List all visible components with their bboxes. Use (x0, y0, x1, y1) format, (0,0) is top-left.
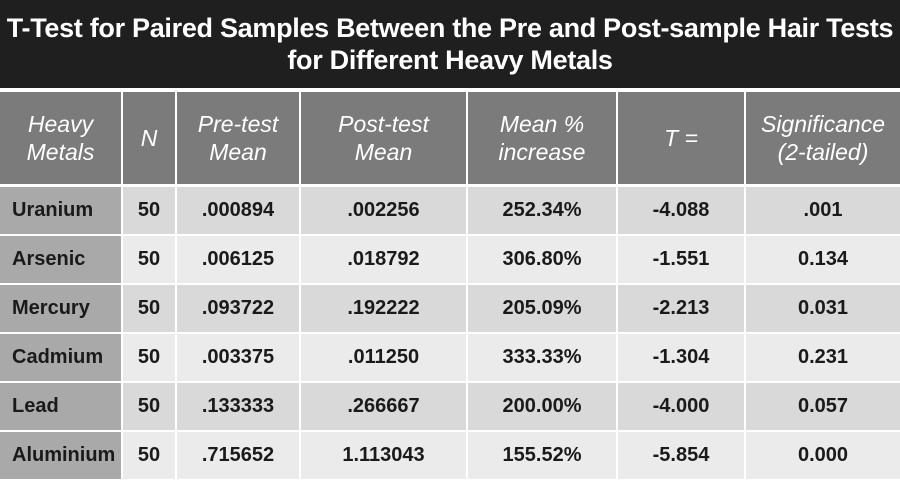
mean-increase-cell: 333.33% (467, 333, 618, 383)
significance-cell: .001 (745, 185, 900, 236)
header-row: Heavy Metals N Pre-test Mean Post-test Mean… (0, 88, 900, 187)
table-row: Uranium 50.000894.002256 252.34% -4.088.001 (0, 185, 900, 236)
significance-cell: 0.231 (745, 333, 900, 383)
pre-test-mean-cell: .715652 (176, 431, 301, 481)
post-test-mean-cell: .018792 (300, 235, 468, 285)
n-cell: 50 (122, 185, 177, 236)
mean-increase-cell: 200.00% (467, 382, 618, 432)
table-row: Lead 50.133333.266667 200.00% -4.000 0.057 (0, 382, 900, 432)
t-value-cell: -5.854 (617, 431, 746, 481)
mean-increase-cell: 306.80% (467, 235, 618, 285)
n-cell: 50 (122, 382, 177, 432)
table-row: Arsenic 50.006125.018792 306.80% -1.551 0.13… (0, 235, 900, 285)
pre-test-mean-cell: .093722 (176, 284, 301, 334)
table-row: Mercury 50.093722.192222 205.09% -2.213 0.03… (0, 284, 900, 334)
metal-cell: Lead (0, 382, 123, 432)
pre-test-mean-cell: .003375 (176, 333, 301, 383)
header-pre-test-mean: Pre-test Mean (176, 88, 301, 187)
pre-test-mean-cell: .000894 (176, 185, 301, 236)
pre-test-mean-cell: .133333 (176, 382, 301, 432)
significance-cell: 0.000 (745, 431, 900, 481)
t-value-cell: -1.304 (617, 333, 746, 383)
table-title: T-Test for Paired Samples Between the Pr… (0, 0, 900, 88)
metal-cell: Cadmium (0, 333, 123, 383)
ttest-table: Heavy Metals N Pre-test Mean Post-test Mean… (0, 88, 900, 481)
significance-cell: 0.031 (745, 284, 900, 334)
post-test-mean-cell: .002256 (300, 185, 468, 236)
metal-cell: Aluminium (0, 431, 123, 481)
post-test-mean-cell: .192222 (300, 284, 468, 334)
significance-cell: 0.057 (745, 382, 900, 432)
significance-cell: 0.134 (745, 235, 900, 285)
table-header: Heavy Metals N Pre-test Mean Post-test Mean… (0, 88, 900, 187)
header-n: N (122, 88, 177, 187)
metal-cell: Mercury (0, 284, 123, 334)
post-test-mean-cell: 1.113043 (300, 431, 468, 481)
t-value-cell: -4.088 (617, 185, 746, 236)
post-test-mean-cell: .266667 (300, 382, 468, 432)
mean-increase-cell: 155.52% (467, 431, 618, 481)
table-row: Aluminium 50.715652 1.113043 155.52% -5.854 0… (0, 431, 900, 481)
title-line-1: T-Test for Paired Samples Between the Pr… (6, 13, 894, 43)
header-mean-increase: Mean % increase (467, 88, 618, 187)
table-body: Uranium 50.000894.002256 252.34% -4.088.001… (0, 185, 900, 481)
mean-increase-cell: 205.09% (467, 284, 618, 334)
t-value-cell: -4.000 (617, 382, 746, 432)
mean-increase-cell: 252.34% (467, 185, 618, 236)
n-cell: 50 (122, 431, 177, 481)
metal-cell: Uranium (0, 185, 123, 236)
n-cell: 50 (122, 284, 177, 334)
t-value-cell: -2.213 (617, 284, 746, 334)
header-post-test-mean: Post-test Mean (300, 88, 468, 187)
t-value-cell: -1.551 (617, 235, 746, 285)
metal-cell: Arsenic (0, 235, 123, 285)
n-cell: 50 (122, 235, 177, 285)
title-line-2: for Different Heavy Metals (287, 45, 613, 75)
header-t-value: T = (617, 88, 746, 187)
n-cell: 50 (122, 333, 177, 383)
post-test-mean-cell: .011250 (300, 333, 468, 383)
pre-test-mean-cell: .006125 (176, 235, 301, 285)
header-significance: Significance (2-tailed) (745, 88, 900, 187)
table-row: Cadmium 50.003375.011250 333.33% -1.304 0.23… (0, 333, 900, 383)
header-heavy-metals: Heavy Metals (0, 88, 123, 187)
